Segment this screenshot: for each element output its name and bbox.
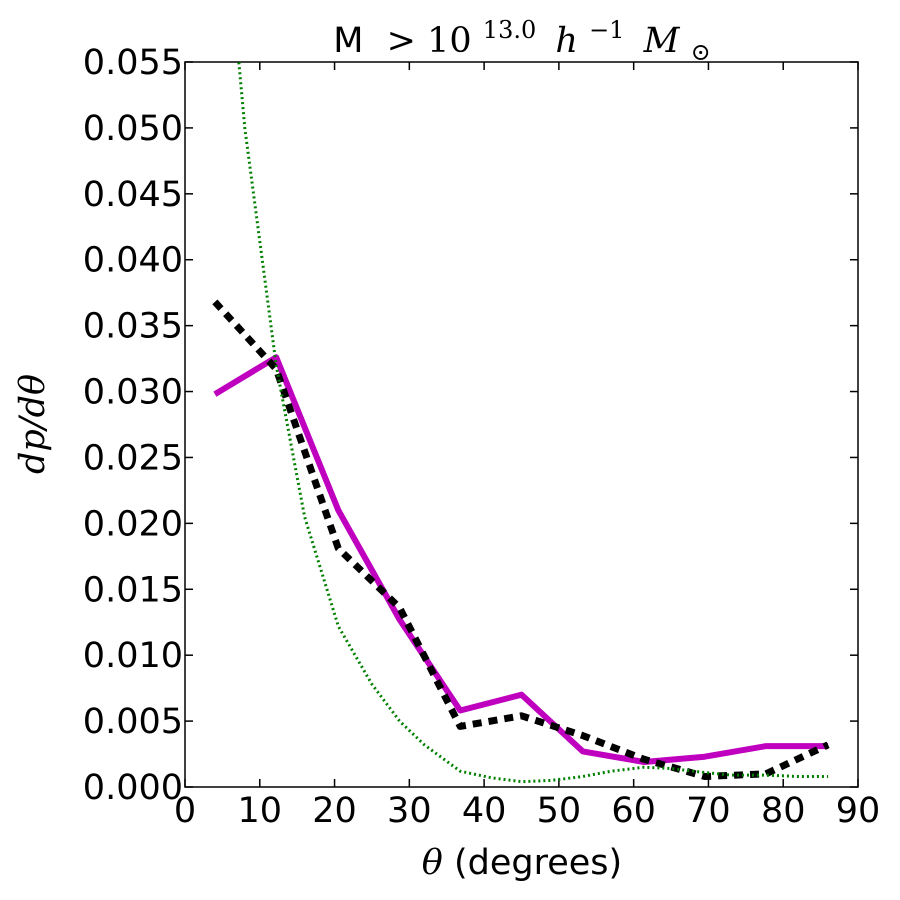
plot-frame (184, 61, 859, 788)
y-tick-labels: 0.000 0.005 0.010 0.015 0.020 0.025 0.030 0.035… (83, 43, 183, 808)
x-tick-label: 20 (312, 791, 357, 831)
y-tick-label: 0.010 (83, 636, 183, 676)
x-axis-symbol: θ (422, 843, 443, 883)
title-mass: M (643, 21, 681, 61)
y-axis-label: dp/dθ (13, 374, 53, 474)
y-tick-label: 0.030 (83, 373, 183, 413)
x-tick-label: 30 (387, 791, 432, 831)
x-tick-label: 70 (686, 791, 731, 831)
series-line-dashed (212, 299, 830, 780)
y-tick-label: 0.045 (83, 175, 183, 215)
y-tick-label: 0.025 (83, 438, 183, 478)
y-tick-label: 0.055 (83, 43, 183, 83)
x-tick-labels: 0 10 20 30 40 50 60 70 80 90 (174, 791, 880, 831)
chart-title: M > 10 13.0 h −1 M ⊙ (333, 7, 710, 66)
title-gt: > (387, 21, 416, 61)
title-exponent: 13.0 (483, 16, 536, 44)
y-tick-label: 0.000 (83, 768, 183, 808)
x-tick-label: 80 (761, 791, 806, 831)
series-line-dotted (237, 62, 829, 784)
x-axis-label: θ (degrees) (422, 843, 622, 883)
y-tick-label: 0.005 (83, 702, 183, 742)
y-tick-label: 0.015 (83, 570, 183, 610)
title-h-exponent: −1 (589, 16, 624, 44)
title-h: h (555, 21, 578, 61)
x-tick-label: 10 (238, 791, 283, 831)
x-tick-label: 60 (611, 791, 656, 831)
series-line-solid (213, 354, 829, 765)
y-tick-label: 0.040 (83, 241, 183, 281)
x-axis-text: (degrees) (454, 843, 622, 883)
x-tick-label: 0 (174, 791, 196, 831)
x-tick-label: 90 (836, 791, 881, 831)
x-tick-label: 40 (462, 791, 507, 831)
y-tick-label: 0.035 (83, 307, 183, 347)
x-tick-label: 50 (537, 791, 582, 831)
title-base: 10 (427, 21, 472, 61)
title-prefix: M (333, 21, 363, 61)
series-group (212, 62, 830, 784)
y-tick-label: 0.050 (83, 109, 183, 149)
y-tick-label: 0.020 (83, 504, 183, 544)
title-mass-subscript: ⊙ (691, 38, 711, 66)
